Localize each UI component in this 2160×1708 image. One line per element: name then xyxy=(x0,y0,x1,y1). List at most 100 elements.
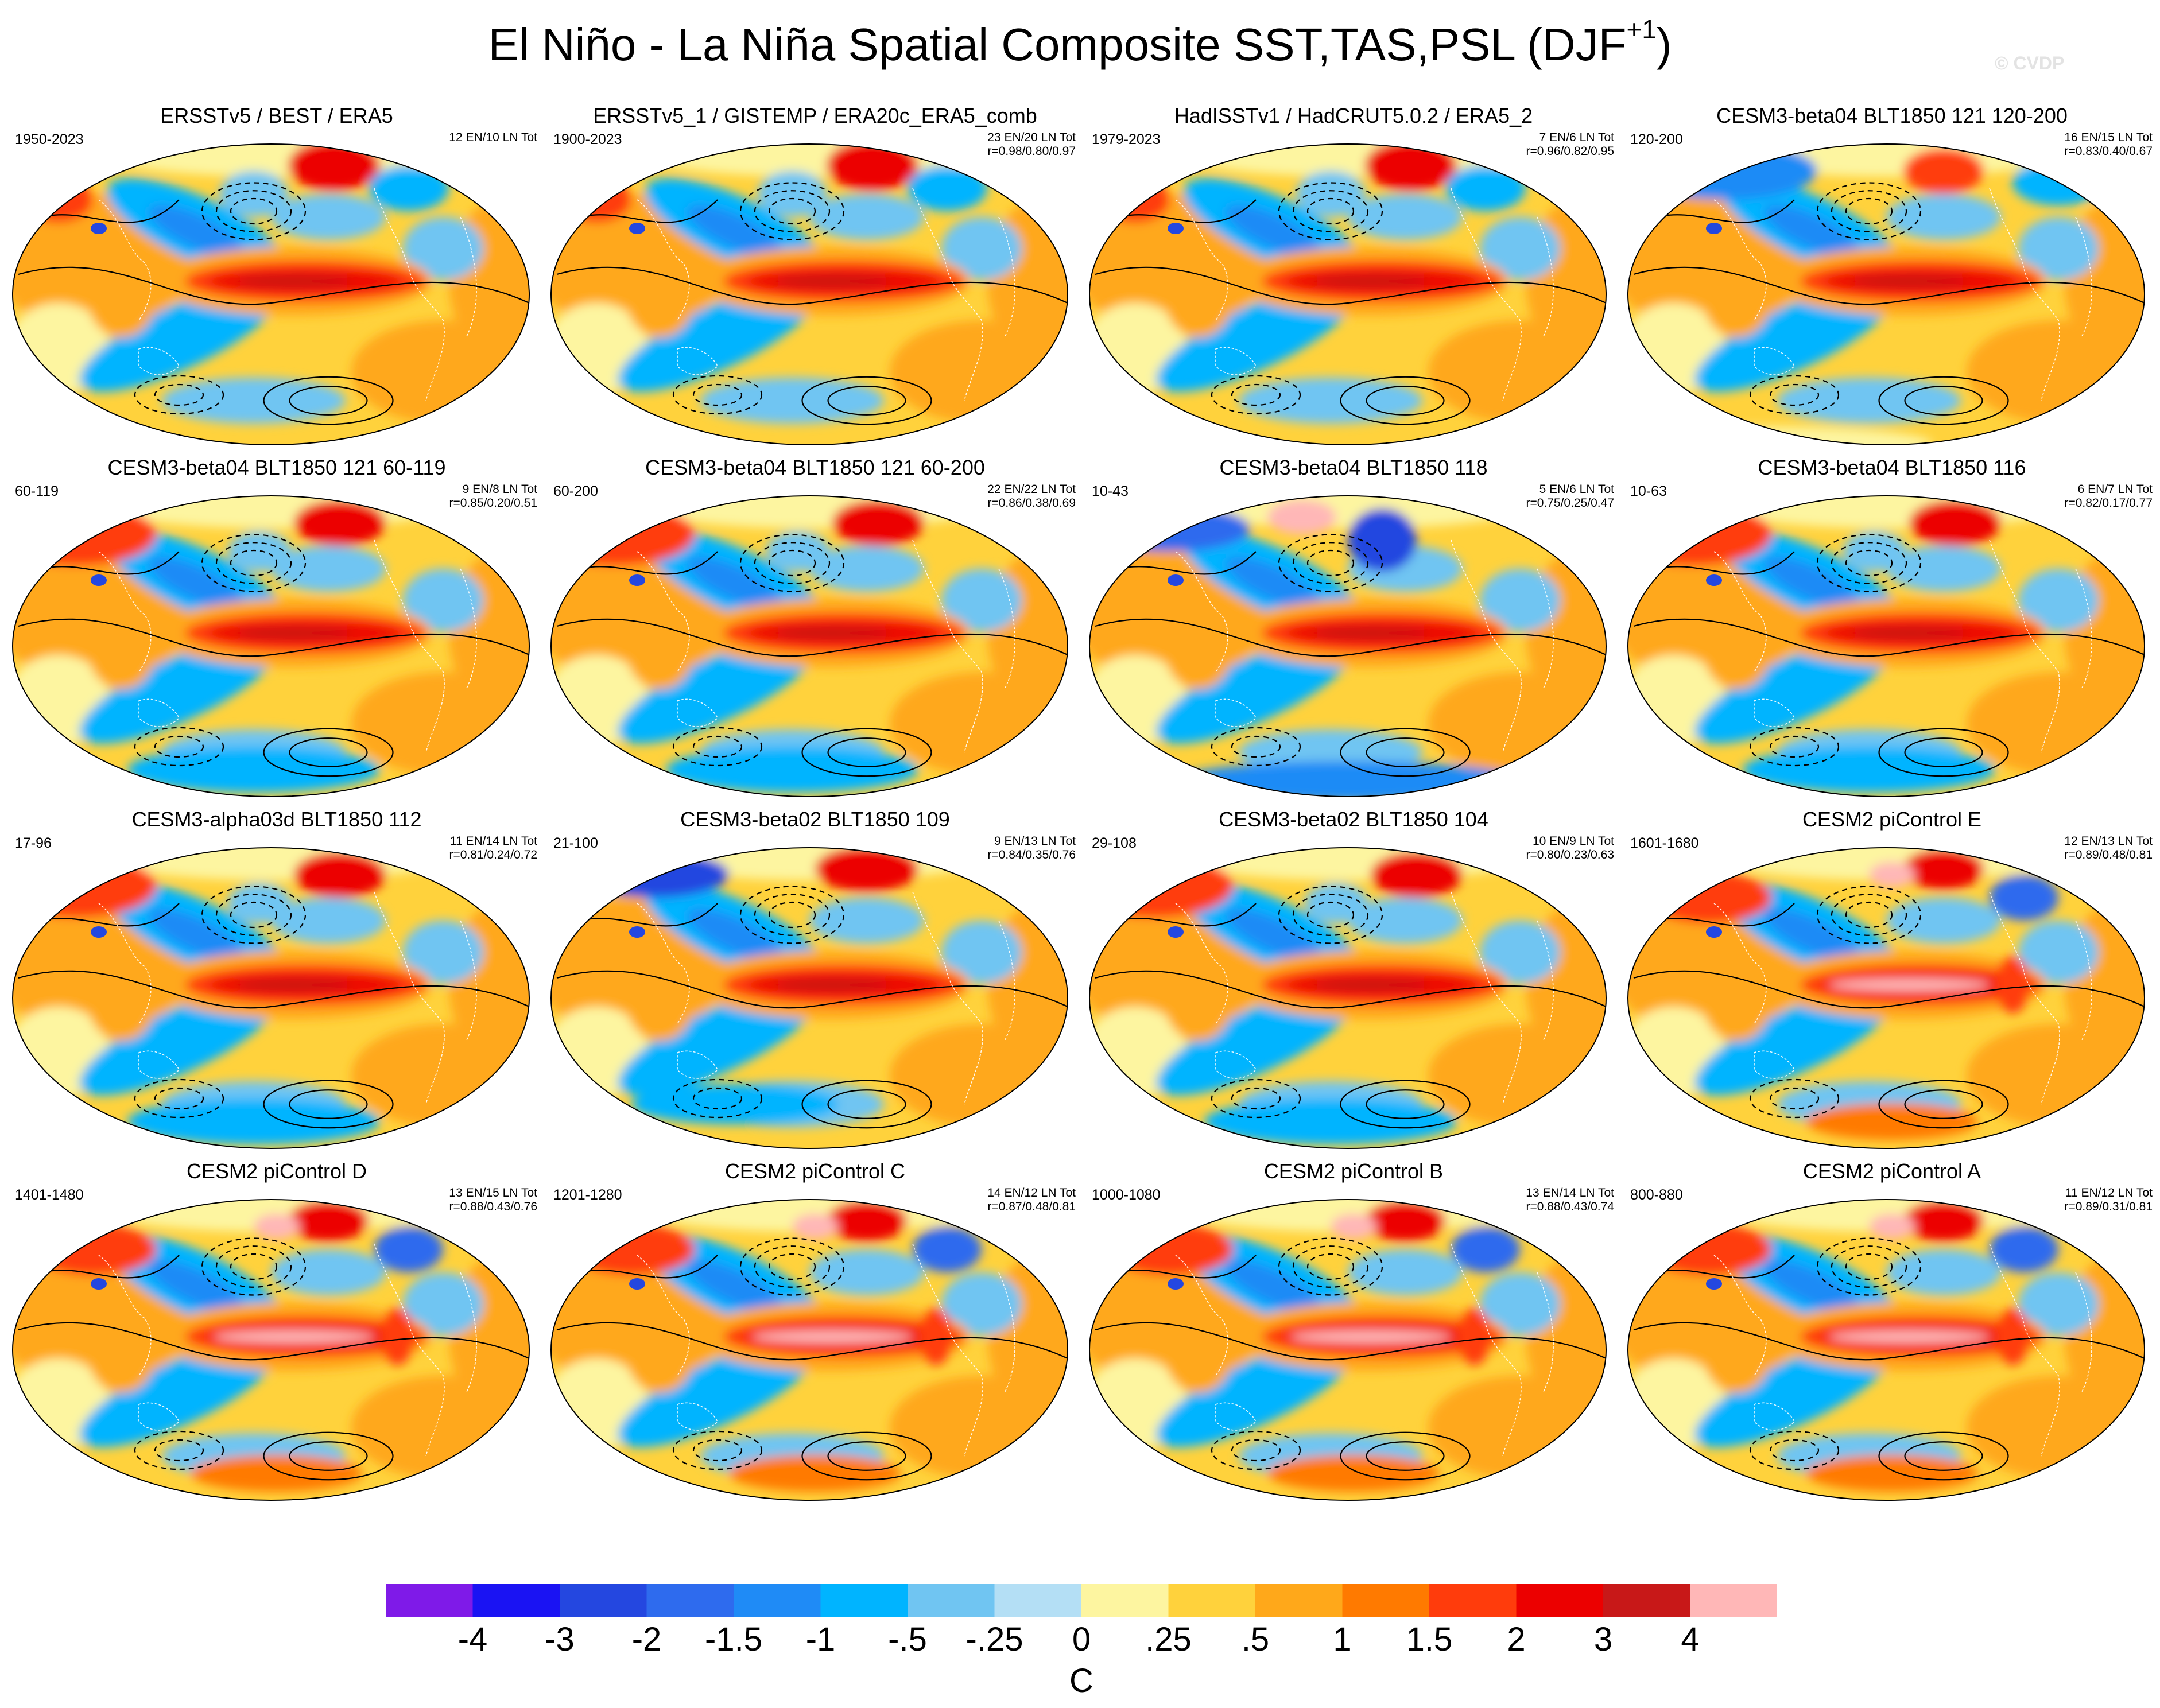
pressure-contour-positive xyxy=(1366,737,1445,767)
pressure-contour-negative xyxy=(754,1245,831,1288)
pressure-contour-positive xyxy=(556,970,1068,1009)
warm-anomaly-region xyxy=(626,1313,695,1393)
coastline xyxy=(1215,1402,1257,1431)
arctic-warm-anomaly xyxy=(1903,848,1984,890)
pressure-contour-negative xyxy=(1769,735,1820,758)
pressure-contour-negative xyxy=(134,1078,224,1119)
cold-anomaly-region xyxy=(1089,506,1250,552)
pressure-contour-positive xyxy=(1904,1441,1983,1471)
cold-spot xyxy=(1706,574,1722,586)
coastline xyxy=(374,891,445,1105)
pressure-contour-positive xyxy=(1095,1322,1606,1361)
pressure-contour-negative xyxy=(1231,1439,1281,1462)
panel-title: CESM3-beta04 BLT1850 121 120-200 xyxy=(1716,104,2068,127)
composite-map xyxy=(12,143,530,445)
pressure-contour-positive xyxy=(1878,1080,2009,1129)
coastline xyxy=(374,1243,445,1457)
coastline xyxy=(998,568,1015,690)
panel-event-counts: 11 EN/12 LN Tot xyxy=(2065,1186,2153,1200)
colorbar-tick-label: .25 xyxy=(1145,1621,1192,1658)
pressure-contour-negative xyxy=(201,182,307,240)
cold-anomaly-region xyxy=(1348,508,1417,572)
composite-map xyxy=(12,495,530,797)
cold-anomaly-region xyxy=(1764,557,1859,610)
warm-anomaly-region xyxy=(1267,1455,1440,1492)
warm-anomaly-region xyxy=(1164,961,1233,1041)
cold-anomaly-region xyxy=(403,569,483,632)
map-outline xyxy=(12,1199,530,1501)
warm-anomaly-region xyxy=(87,609,156,689)
coastline xyxy=(912,891,983,1105)
pressure-contour-positive xyxy=(1633,266,2145,305)
figure-title-close: ) xyxy=(1656,19,1672,70)
pressure-contour-negative xyxy=(1211,727,1301,767)
cold-anomaly-region xyxy=(1764,205,1859,258)
pressure-contour-positive xyxy=(41,199,180,223)
cold-anomaly-region xyxy=(374,1226,443,1272)
panel-pattern-correlations: r=0.84/0.35/0.76 xyxy=(987,848,1076,861)
cold-spot xyxy=(91,926,107,938)
panel-title: CESM2 piControl E xyxy=(1802,808,1982,831)
arctic-warm-anomaly xyxy=(827,1200,907,1241)
cold-spot xyxy=(91,223,107,234)
cold-anomaly-region xyxy=(1886,1249,2001,1295)
pressure-contour-negative xyxy=(768,549,816,577)
warm-anomaly-region xyxy=(1703,609,1771,689)
pressure-contour-positive xyxy=(1366,1089,1445,1119)
enso-warm-core xyxy=(214,1330,374,1343)
cold-anomaly-region xyxy=(687,205,782,258)
cold-anomaly-region xyxy=(219,171,288,217)
pressure-contour-negative xyxy=(230,197,278,225)
panel-title: CESM3-beta04 BLT1850 121 60-200 xyxy=(645,456,985,479)
enso-warm-core xyxy=(775,980,890,990)
cold-anomaly-region xyxy=(758,171,827,217)
cold-anomaly-region xyxy=(1348,898,1463,944)
pressure-contour-positive xyxy=(1340,728,1471,777)
arctic-warm-anomaly xyxy=(288,1200,369,1241)
pressure-contour-negative xyxy=(1306,1253,1355,1280)
pressure-contour-positive xyxy=(289,1089,368,1119)
panel-title: CESM3-beta02 BLT1850 109 xyxy=(680,808,950,831)
pressure-contour-positive xyxy=(18,1322,529,1361)
arctic-warm-anomaly xyxy=(1909,500,2001,546)
map-panel: CESM2 piControl D 1401-1480 13 EN/15 LN To… xyxy=(7,1159,546,1515)
cold-spot xyxy=(1168,223,1184,234)
pressure-contour-negative xyxy=(134,375,224,415)
coastline xyxy=(998,920,1015,1042)
cold-anomaly-region xyxy=(369,165,449,211)
map-outline xyxy=(1627,1199,2145,1501)
colorbar xyxy=(386,1584,1777,1617)
panel-title: CESM3-beta04 BLT1850 116 xyxy=(1758,456,2026,479)
cold-spot xyxy=(1706,926,1722,938)
map-panel: ERSSTv5 / BEST / ERA5 1950-2023 12 EN/10 L… xyxy=(7,103,546,459)
pressure-contour-negative xyxy=(1816,1237,1922,1296)
pressure-contour-positive xyxy=(41,551,180,575)
panel-pattern-correlations: r=0.80/0.23/0.63 xyxy=(1526,848,1614,861)
pressure-contour-positive xyxy=(1633,970,2145,1009)
pressure-contour-negative xyxy=(1749,727,1840,767)
pressure-contour-positive xyxy=(579,903,718,927)
warm-anomaly-region xyxy=(1457,1308,1491,1365)
colorbar-unit: C xyxy=(1069,1662,1093,1699)
pressure-contour-positive xyxy=(1340,376,1471,425)
composite-map xyxy=(550,143,1068,445)
arctic-warm-anomaly xyxy=(832,500,924,546)
pressure-contour-positive xyxy=(1633,618,2145,657)
arctic-warm-anomaly xyxy=(1903,1200,1984,1241)
cold-anomaly-region xyxy=(1445,165,1526,211)
coastline xyxy=(677,698,718,727)
pressure-contour-positive xyxy=(263,1431,394,1481)
cold-anomaly-region xyxy=(2018,569,2099,632)
panel-title: CESM3-alpha03d BLT1850 112 xyxy=(131,808,422,831)
panel-years: 60-119 xyxy=(15,483,59,499)
colorbar-tick-label: 3 xyxy=(1593,1621,1613,1658)
colorbar-swatch xyxy=(1690,1584,1777,1617)
cold-anomaly-region xyxy=(1226,557,1321,610)
panel-pattern-correlations: r=0.83/0.40/0.67 xyxy=(2064,145,2153,158)
composite-map xyxy=(1089,495,1607,797)
warm-anomaly-region xyxy=(1703,961,1771,1041)
pressure-contour-negative xyxy=(1749,1078,1840,1119)
arctic-warm-anomaly xyxy=(1331,1214,1376,1239)
cold-anomaly-region xyxy=(1990,875,2058,921)
map-outline xyxy=(1627,143,2145,445)
